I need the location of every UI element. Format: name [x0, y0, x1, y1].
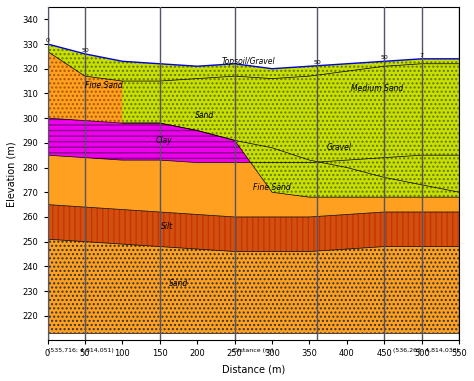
- Polygon shape: [47, 205, 459, 251]
- Text: Distance (m): Distance (m): [233, 348, 273, 353]
- Text: Sand: Sand: [195, 111, 214, 120]
- Polygon shape: [47, 155, 459, 217]
- Text: (536,262; 4,814,033): (536,262; 4,814,033): [393, 348, 459, 353]
- Text: Gravel: Gravel: [327, 143, 352, 152]
- Text: Sand: Sand: [169, 279, 188, 288]
- Text: 50: 50: [313, 60, 321, 65]
- Text: 50: 50: [81, 48, 89, 53]
- Text: Topsoil/Gravel: Topsoil/Gravel: [221, 57, 275, 66]
- Text: (535,716; 4,814,051): (535,716; 4,814,051): [47, 348, 113, 353]
- Polygon shape: [47, 118, 459, 192]
- X-axis label: Distance (m): Distance (m): [222, 364, 285, 374]
- Text: Medium Sand: Medium Sand: [351, 84, 403, 93]
- Polygon shape: [122, 64, 459, 197]
- Text: Silt: Silt: [161, 222, 173, 231]
- Polygon shape: [47, 44, 459, 81]
- Text: 0: 0: [46, 38, 49, 43]
- Polygon shape: [47, 239, 459, 333]
- Text: 7: 7: [420, 53, 424, 58]
- Text: Clay: Clay: [155, 136, 172, 145]
- Text: Fine Sand: Fine Sand: [253, 183, 291, 192]
- Y-axis label: Elevation (m): Elevation (m): [7, 141, 17, 207]
- Polygon shape: [47, 44, 459, 192]
- Text: 50: 50: [381, 55, 388, 60]
- Text: Fine Sand: Fine Sand: [85, 82, 123, 90]
